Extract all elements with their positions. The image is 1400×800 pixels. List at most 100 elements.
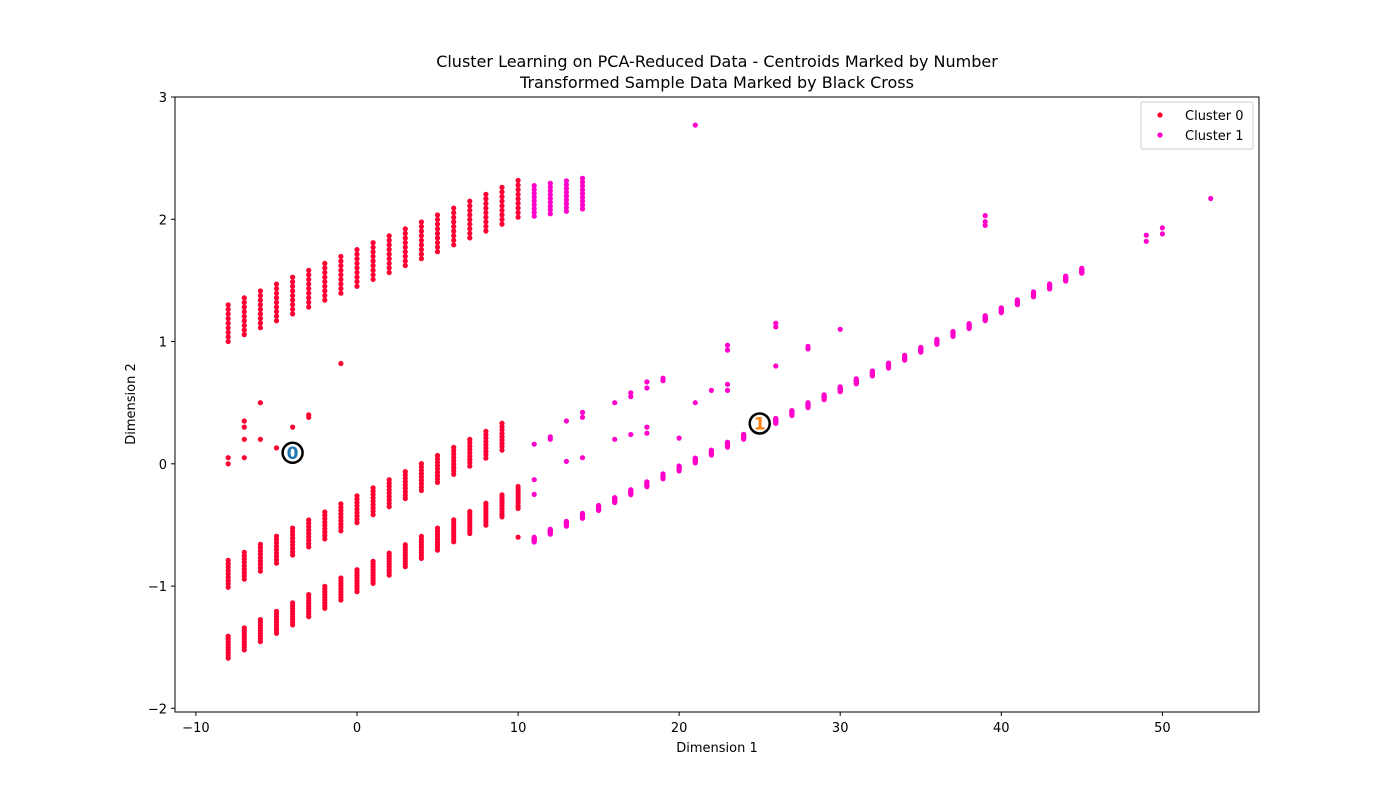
- point-cluster-0: [467, 508, 473, 515]
- centroid-label-1: 1: [754, 415, 766, 435]
- point-cluster-0: [467, 235, 473, 241]
- point-cluster-0: [225, 306, 231, 312]
- point-cluster-0: [225, 455, 231, 461]
- point-cluster-0: [322, 509, 328, 515]
- point-cluster-0: [306, 304, 312, 310]
- point-cluster-0: [402, 235, 408, 241]
- point-cluster-0: [483, 428, 489, 434]
- point-cluster-0: [322, 260, 328, 266]
- point-cluster-0: [273, 533, 280, 539]
- point-cluster-0: [338, 281, 344, 287]
- point-cluster-0: [257, 400, 263, 406]
- point-cluster-0: [370, 263, 376, 269]
- point-cluster-0: [338, 360, 344, 367]
- point-cluster-0: [354, 247, 360, 253]
- point-cluster-0: [467, 212, 473, 218]
- point-cluster-0: [322, 274, 328, 280]
- point-cluster-0: [338, 276, 344, 282]
- point-cluster-0: [273, 295, 280, 301]
- point-cluster-0: [370, 240, 376, 246]
- point-cluster-0: [483, 200, 489, 207]
- point-cluster-0: [273, 286, 280, 292]
- point-cluster-0: [306, 290, 312, 296]
- point-cluster-0: [306, 295, 312, 301]
- point-cluster-0: [515, 191, 521, 197]
- point-cluster-1: [563, 208, 570, 214]
- point-cluster-0: [515, 205, 521, 211]
- legend: Cluster 0 Cluster 1: [1140, 101, 1254, 150]
- point-cluster-0: [354, 265, 360, 271]
- point-cluster-0: [467, 217, 473, 223]
- point-cluster-0: [290, 306, 296, 312]
- point-cluster-1: [724, 347, 731, 353]
- point-cluster-0: [290, 297, 296, 303]
- point-cluster-0: [225, 329, 231, 335]
- point-cluster-0: [515, 182, 521, 188]
- point-cluster-0: [290, 279, 296, 285]
- x-tick-label: 10: [510, 721, 527, 736]
- point-cluster-1: [660, 375, 666, 381]
- point-cluster-0: [418, 246, 424, 253]
- point-cluster-0: [386, 242, 392, 248]
- point-cluster-0: [257, 320, 263, 326]
- point-cluster-1: [563, 178, 570, 184]
- point-cluster-0: [273, 313, 280, 319]
- point-cluster-1: [692, 400, 698, 406]
- x-tick-label: 0: [353, 721, 361, 736]
- point-cluster-0: [499, 420, 505, 426]
- point-cluster-1: [579, 510, 586, 516]
- point-cluster-1: [853, 376, 859, 382]
- point-cluster-0: [241, 295, 247, 301]
- point-cluster-0: [241, 313, 247, 319]
- point-cluster-0: [418, 251, 424, 257]
- point-cluster-0: [483, 500, 489, 506]
- y-tick-label: 1: [159, 336, 167, 351]
- point-cluster-0: [257, 306, 263, 312]
- y-tick-label: 2: [159, 213, 167, 228]
- point-cluster-0: [273, 299, 280, 306]
- point-cluster-0: [402, 249, 408, 255]
- point-cluster-1: [563, 193, 570, 199]
- point-cluster-1: [579, 175, 586, 181]
- chart-title: Cluster Learning on PCA-Reduced Data - C…: [436, 52, 998, 71]
- point-cluster-1: [563, 458, 570, 464]
- point-cluster-1: [579, 179, 586, 185]
- point-cluster-0: [322, 265, 328, 271]
- point-cluster-0: [225, 338, 231, 345]
- point-cluster-1: [531, 202, 537, 208]
- point-cluster-1: [1047, 281, 1053, 287]
- point-cluster-1: [998, 305, 1004, 311]
- plot-frame: [174, 96, 1260, 713]
- y-tick-label: −1: [148, 580, 167, 595]
- point-cluster-0: [354, 493, 360, 499]
- point-cluster-0: [467, 230, 473, 236]
- point-cluster-1: [547, 526, 553, 532]
- point-cluster-0: [354, 269, 360, 276]
- point-cluster-0: [306, 286, 312, 292]
- y-tick-label: 0: [159, 458, 167, 473]
- x-tick-label: −10: [182, 721, 209, 736]
- point-cluster-0: [370, 253, 376, 259]
- point-cluster-1: [579, 191, 586, 197]
- point-cluster-0: [338, 258, 344, 264]
- point-cluster-0: [306, 276, 312, 283]
- point-cluster-1: [563, 204, 570, 211]
- point-cluster-0: [241, 299, 247, 306]
- point-cluster-1: [821, 392, 827, 398]
- point-cluster-0: [386, 233, 392, 239]
- point-cluster-1: [724, 342, 731, 348]
- point-cluster-1: [579, 198, 586, 204]
- point-cluster-1: [724, 439, 731, 445]
- point-cluster-0: [386, 260, 392, 266]
- point-cluster-0: [241, 418, 247, 424]
- point-cluster-0: [467, 221, 473, 227]
- centroid-label-0: 0: [287, 444, 299, 464]
- point-cluster-0: [402, 542, 408, 548]
- point-cluster-0: [451, 214, 457, 220]
- point-cluster-0: [434, 230, 441, 236]
- point-cluster-1: [579, 455, 586, 461]
- point-cluster-0: [483, 210, 489, 216]
- x-tick-label: 40: [993, 721, 1010, 736]
- point-cluster-1: [531, 194, 537, 200]
